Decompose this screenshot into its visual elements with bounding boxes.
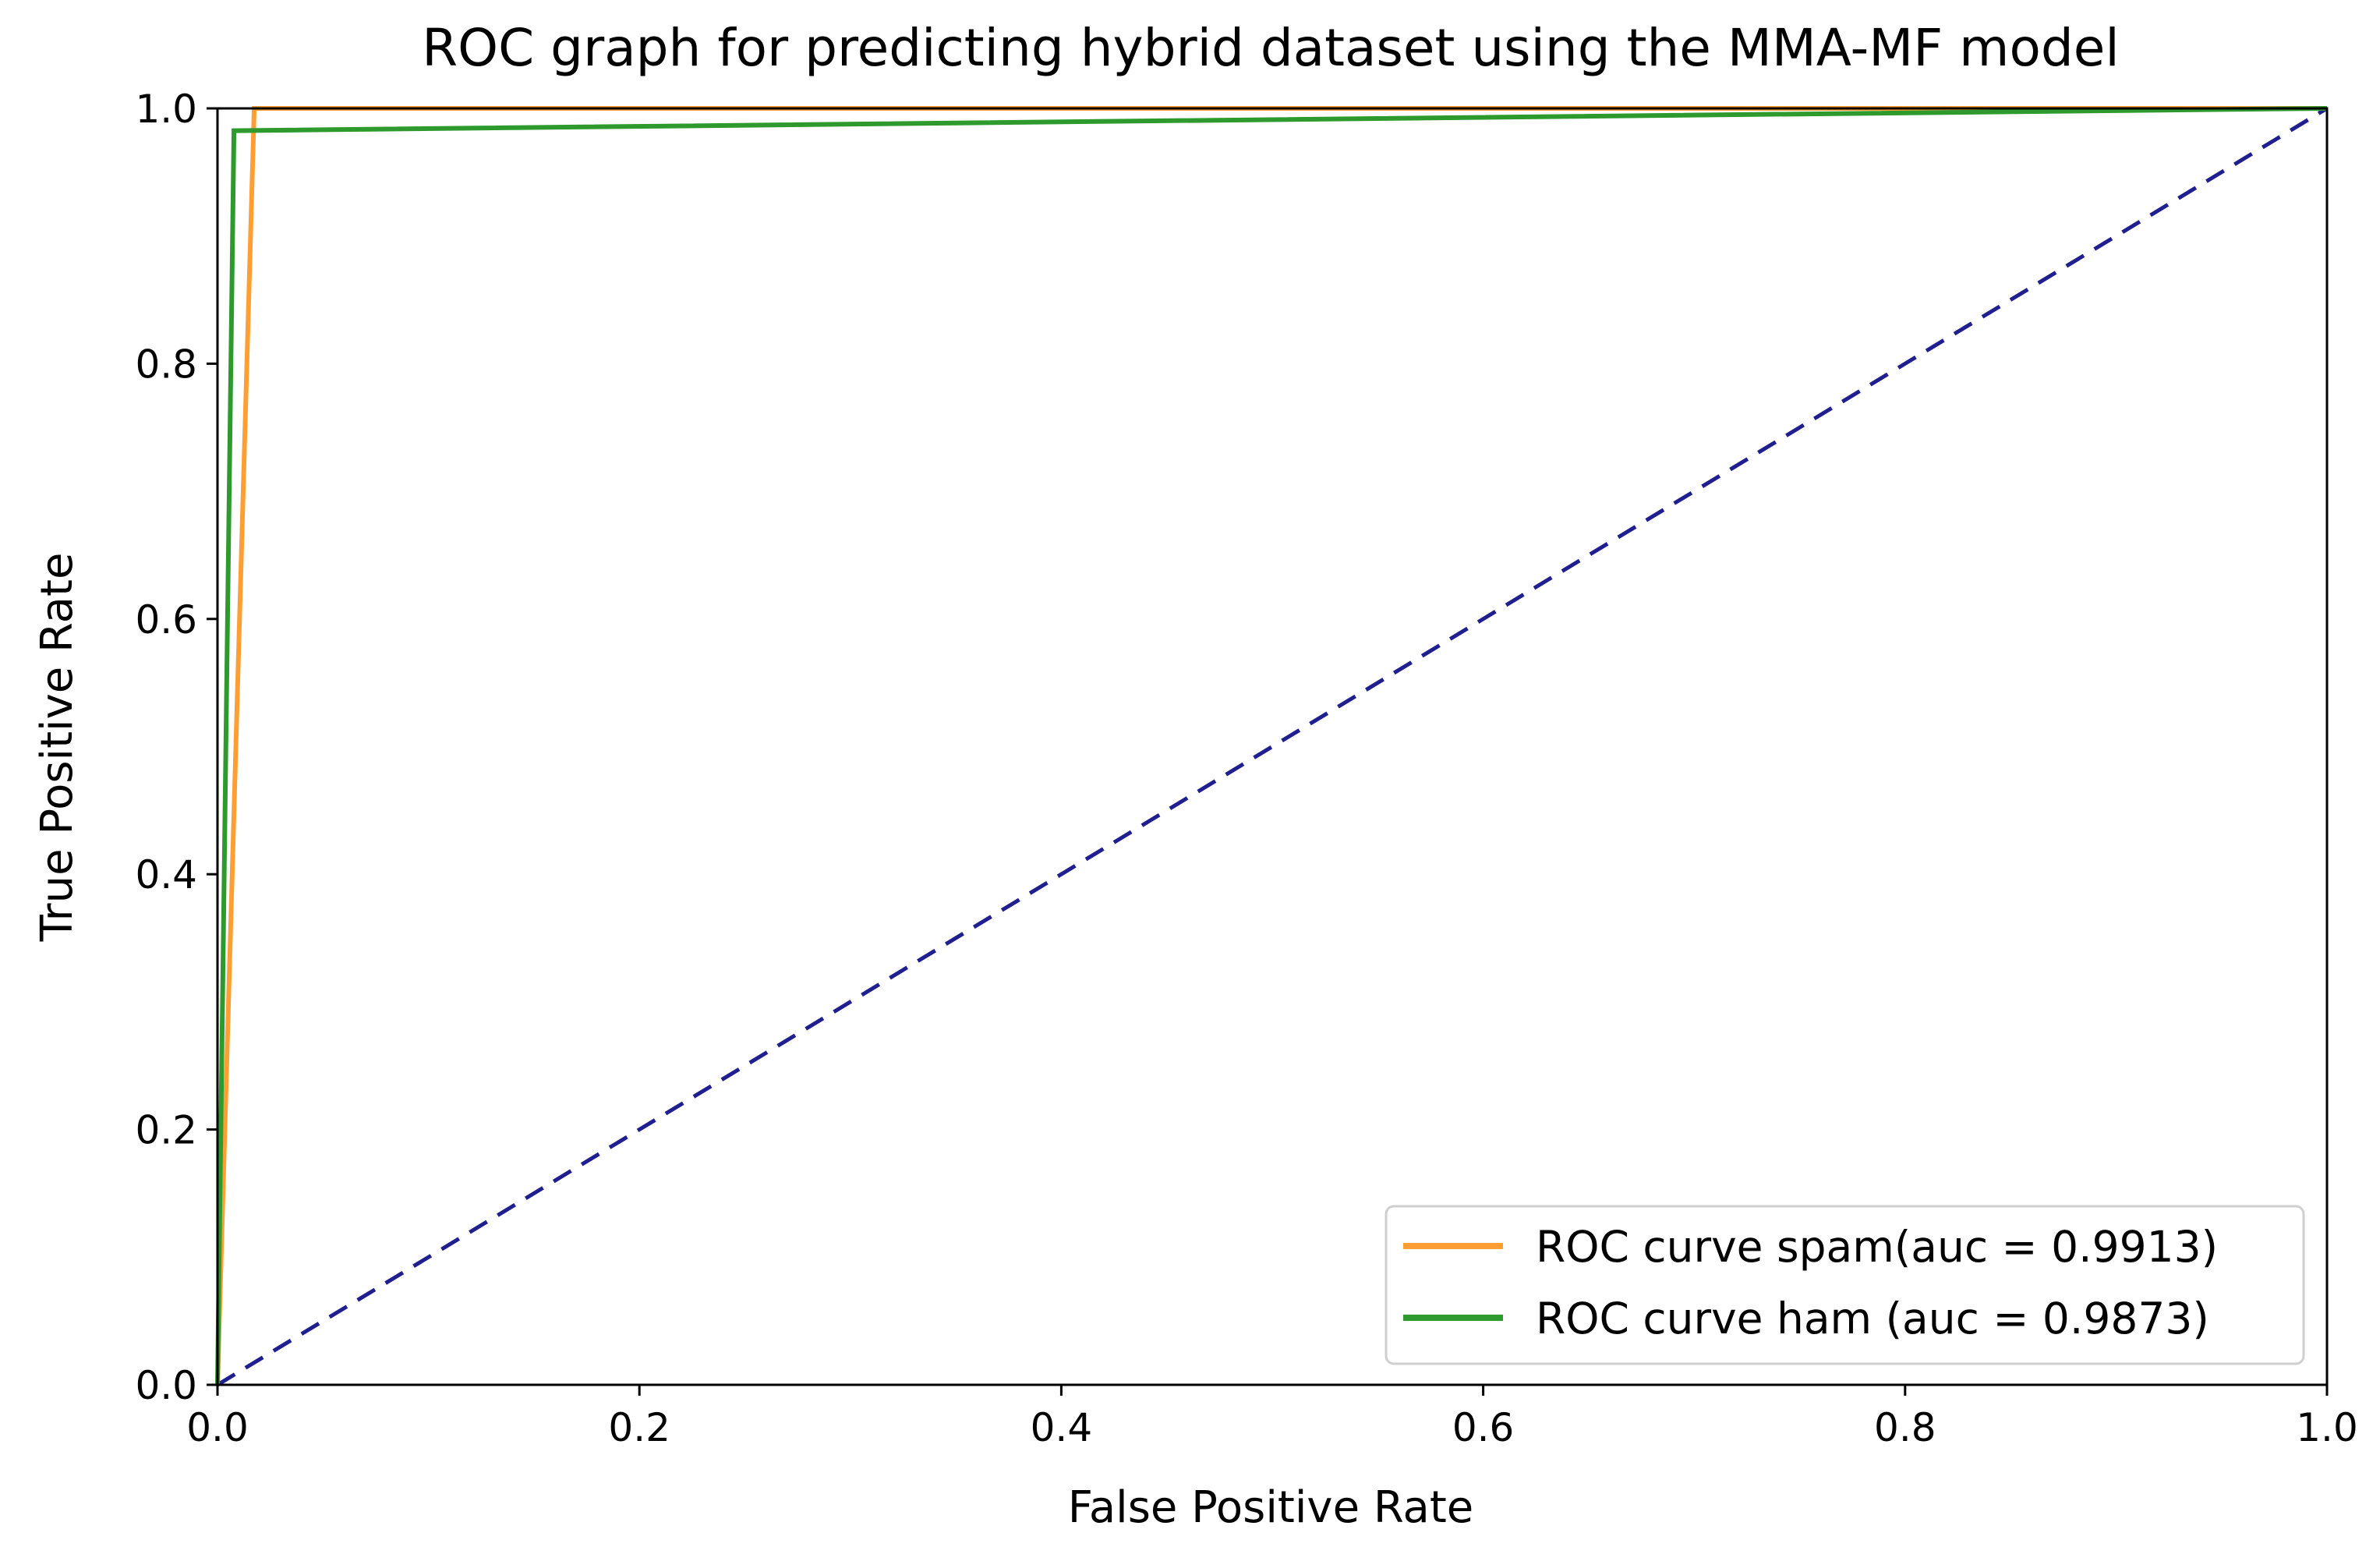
legend: ROC curve spam(auc = 0.9913) ROC curve h…	[1385, 1205, 2305, 1365]
x-tick-label: 0.6	[1452, 1405, 1515, 1450]
plot-area	[215, 106, 2329, 1387]
y-tick-label: 0.2	[135, 1108, 197, 1153]
legend-label-ham: ROC curve ham (auc = 0.9873)	[1536, 1294, 2209, 1343]
x-axis-label: False Positive Rate	[1068, 1482, 1473, 1533]
plot-frame	[216, 107, 2329, 1386]
series-line-ham	[215, 106, 2328, 1386]
y-tick-label: 0.4	[135, 852, 197, 897]
x-tick-label: 0.2	[608, 1405, 670, 1450]
legend-box	[1385, 1205, 2305, 1365]
legend-label-spam: ROC curve spam(auc = 0.9913)	[1536, 1222, 2218, 1272]
x-tick-label: 0.8	[1874, 1405, 1936, 1450]
x-tick-label: 0.0	[186, 1405, 249, 1450]
x-tick-label: 0.4	[1031, 1405, 1093, 1450]
y-tick-label: 1.0	[135, 87, 197, 132]
series-line-chance	[216, 106, 2329, 1387]
axis-ticks: 0.0 0.2 0.4 0.6 0.8 1.0 0.0 0.2 0.4 0.6 0.8 1.0	[135, 87, 2357, 1450]
x-tick-label: 1.0	[2296, 1405, 2358, 1450]
chart-title: ROC graph for predicting hybrid dataset …	[422, 18, 2119, 78]
y-axis-label: True Positive Rate	[32, 553, 83, 943]
y-tick-label: 0.8	[135, 342, 197, 387]
y-tick-label: 0.0	[135, 1363, 197, 1408]
y-tick-label: 0.6	[135, 597, 197, 643]
